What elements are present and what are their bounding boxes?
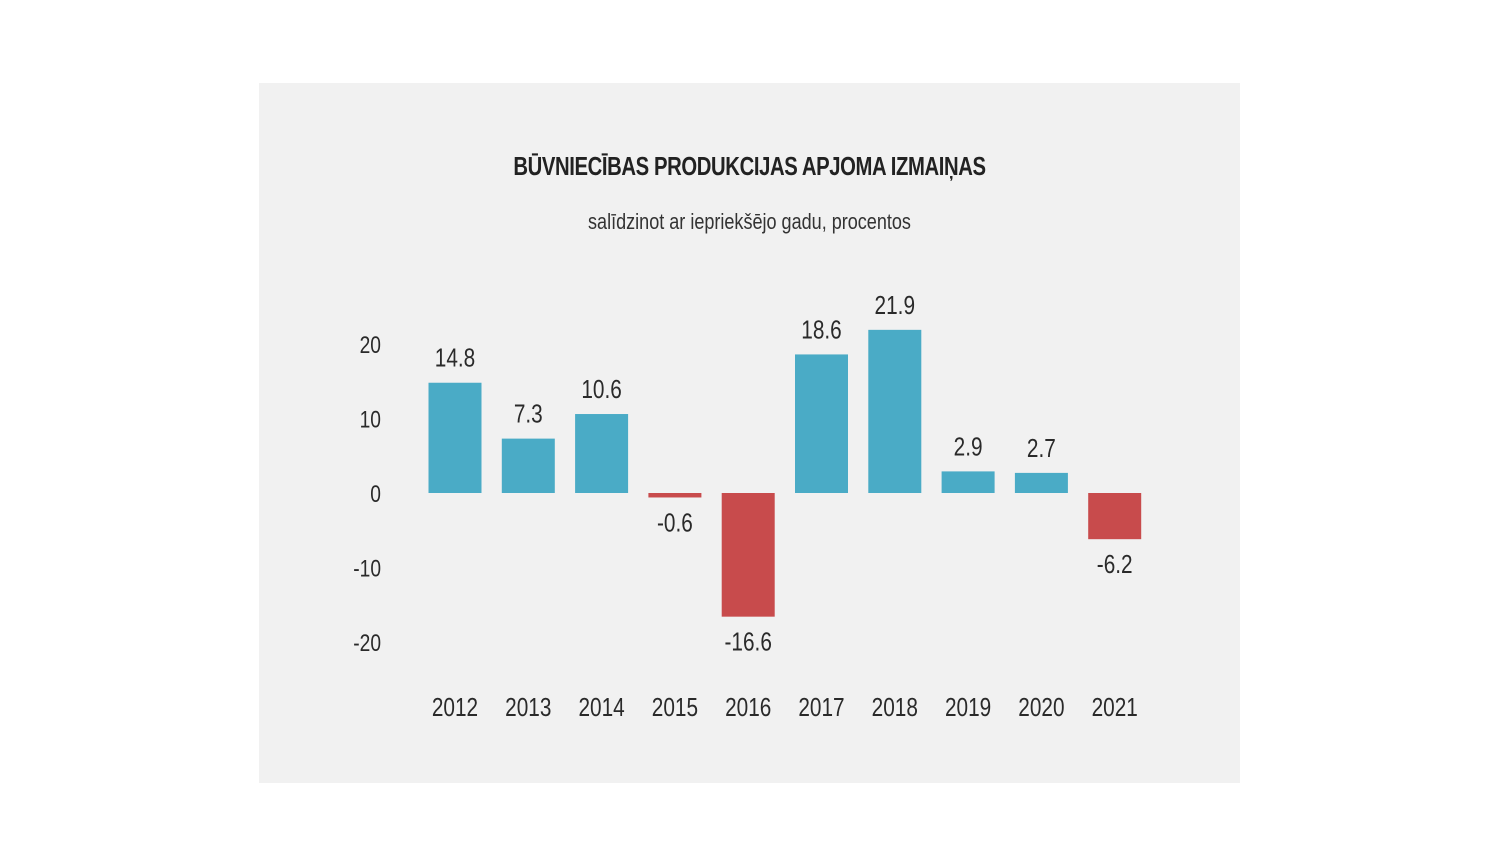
bar <box>575 414 629 493</box>
x-tick-label: 2014 <box>578 693 624 722</box>
x-tick-label: 2019 <box>945 693 991 722</box>
y-tick-label: -20 <box>353 629 381 657</box>
data-label: 2.9 <box>954 432 983 461</box>
x-tick-label: 2020 <box>1018 693 1064 722</box>
data-label: 10.6 <box>581 375 621 404</box>
y-tick-label: 20 <box>360 331 381 359</box>
bar <box>1014 472 1068 493</box>
bar <box>941 471 995 493</box>
y-tick-label: -10 <box>353 554 381 582</box>
bar <box>721 493 775 617</box>
bar <box>868 329 922 493</box>
data-label: -16.6 <box>725 627 772 656</box>
data-label: 14.8 <box>435 344 475 373</box>
bar <box>1088 493 1142 540</box>
x-tick-label: 2012 <box>432 693 478 722</box>
x-tick-label: 2017 <box>798 693 844 722</box>
x-tick-label: 2018 <box>872 693 918 722</box>
data-label: 21.9 <box>875 291 915 320</box>
data-label: -0.6 <box>657 508 693 537</box>
data-label: 7.3 <box>514 399 543 428</box>
bar <box>795 354 848 493</box>
data-label: 2.7 <box>1027 434 1056 463</box>
bar <box>501 438 555 493</box>
chart-panel: BŪVNIECĪBAS PRODUKCIJAS APJOMA IZMAIŅAS … <box>259 83 1240 783</box>
x-tick-label: 2015 <box>652 693 698 722</box>
x-tick-label: 2013 <box>505 693 551 722</box>
x-tick-label: 2021 <box>1092 693 1138 722</box>
x-tick-label: 2016 <box>725 693 771 722</box>
bar <box>648 493 702 498</box>
chart-subtitle: salīdzinot ar iepriekšējo gadu, procento… <box>588 209 911 234</box>
data-label: -6.2 <box>1097 550 1133 579</box>
y-tick-label: 10 <box>360 405 381 433</box>
data-label: 18.6 <box>801 315 841 344</box>
chart-title: BŪVNIECĪBAS PRODUKCIJAS APJOMA IZMAIŅAS <box>513 151 986 181</box>
bar <box>428 382 482 493</box>
y-tick-label: 0 <box>370 480 381 508</box>
